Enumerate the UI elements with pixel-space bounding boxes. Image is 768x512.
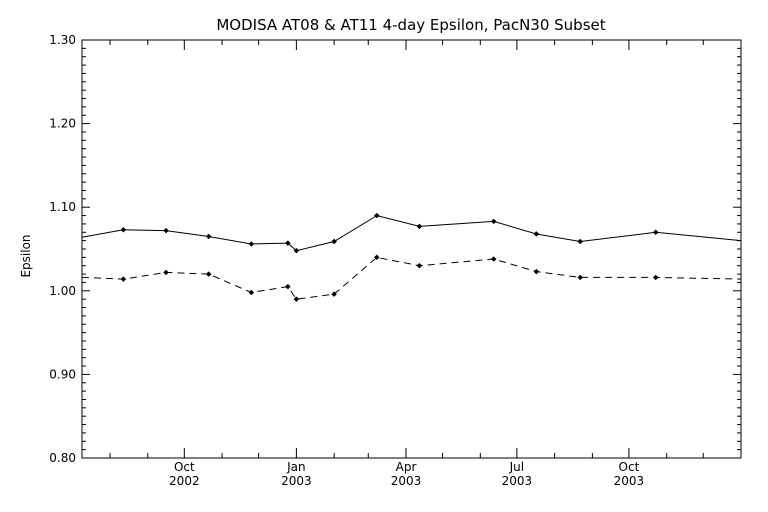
solid-series-point <box>120 226 127 233</box>
y-tick-label: 1.10 <box>49 200 76 214</box>
dashed-series-point <box>285 283 291 290</box>
solid-series-line <box>81 215 742 252</box>
y-tick-label: 1.20 <box>49 117 76 131</box>
plot-frame <box>81 39 742 459</box>
x-tick-year-label: 2003 <box>391 474 422 488</box>
dashed-series-point <box>163 269 169 276</box>
y-tick-label: 1.00 <box>49 284 76 298</box>
solid-series-point <box>248 241 255 247</box>
solid-series-point <box>577 238 584 245</box>
x-tick-year-label: 2003 <box>502 474 533 488</box>
dashed-series-point <box>120 276 127 282</box>
x-tick-year-label: 2003 <box>614 474 645 488</box>
solid-series-point <box>293 247 300 254</box>
solid-series-point <box>490 218 497 225</box>
solid-series-point <box>373 212 380 219</box>
dashed-series-point <box>577 274 584 281</box>
x-tick-month-label: Oct <box>619 460 640 474</box>
dashed-series-point <box>331 291 338 297</box>
dashed-series-point <box>293 296 300 303</box>
solid-series-point <box>285 240 291 247</box>
solid-series-point <box>533 231 540 237</box>
dashed-series-point <box>373 254 380 261</box>
y-tick-label: 0.90 <box>49 367 76 381</box>
x-tick-year-label: 2002 <box>169 474 200 488</box>
solid-series-point <box>331 238 338 245</box>
x-tick-month-label: Apr <box>396 460 417 474</box>
dashed-series-point <box>490 256 497 262</box>
solid-series-point <box>163 227 169 234</box>
series-lines <box>81 215 742 300</box>
dashed-series-line <box>81 256 742 300</box>
dashed-series-point <box>652 274 659 281</box>
series-points <box>120 212 659 303</box>
y-axis-label: Epsilon <box>19 234 33 277</box>
y-tick-label: 0.80 <box>49 451 76 465</box>
dashed-series-point <box>205 271 212 277</box>
axis-ticks: 0.800.901.001.101.201.30Oct2002Jan2003Ap… <box>49 33 741 488</box>
chart-title: MODISA AT08 & AT11 4-day Epsilon, PacN30… <box>216 16 605 34</box>
x-tick-month-label: Jan <box>286 460 306 474</box>
x-tick-year-label: 2003 <box>281 474 312 488</box>
x-tick-month-label: Jul <box>509 460 524 474</box>
solid-series-point <box>416 223 423 230</box>
solid-series-point <box>652 229 659 236</box>
dashed-series-point <box>533 268 540 275</box>
dashed-series-point <box>248 289 255 296</box>
solid-series-point <box>205 233 212 240</box>
y-tick-label: 1.30 <box>49 33 76 47</box>
x-tick-month-label: Oct <box>174 460 195 474</box>
dashed-series-point <box>416 262 423 269</box>
